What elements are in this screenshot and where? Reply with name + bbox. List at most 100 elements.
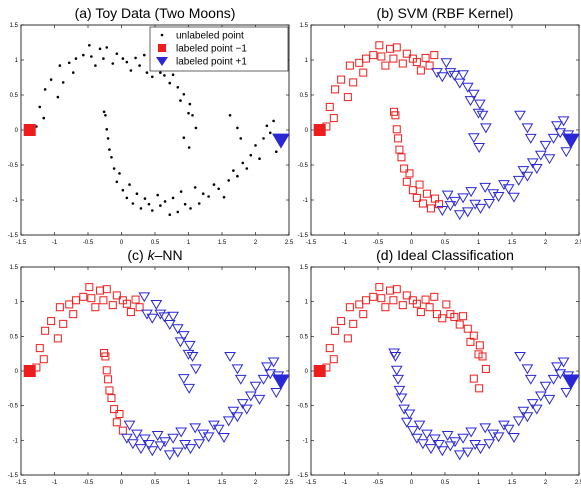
x-tick-label: 0.5 bbox=[441, 480, 450, 486]
data-point bbox=[53, 334, 62, 343]
data-point bbox=[167, 311, 179, 322]
x-tick-label: 2 bbox=[254, 240, 258, 246]
data-point bbox=[375, 283, 384, 292]
data-point bbox=[267, 357, 280, 368]
x-tick-label: 0 bbox=[120, 240, 124, 246]
y-tick-label: 0.5 bbox=[10, 334, 19, 340]
data-point bbox=[171, 324, 184, 335]
data-point bbox=[455, 320, 464, 329]
x-tick-label: 2 bbox=[544, 240, 548, 246]
data-point bbox=[398, 301, 407, 310]
labeled-point-pos bbox=[272, 374, 290, 390]
x-tick-label: 1 bbox=[477, 480, 481, 486]
data-point bbox=[389, 54, 398, 63]
data-point bbox=[35, 344, 44, 353]
data-point bbox=[94, 64, 97, 67]
data-point bbox=[135, 444, 147, 455]
data-point bbox=[430, 194, 439, 203]
data-point bbox=[74, 57, 78, 60]
data-point bbox=[121, 57, 125, 60]
data-point bbox=[125, 196, 129, 200]
data-point bbox=[104, 375, 113, 384]
data-point bbox=[521, 123, 534, 134]
x-tick-label: -0.5 bbox=[83, 240, 94, 246]
data-point bbox=[449, 196, 461, 207]
data-point bbox=[421, 295, 430, 304]
data-point bbox=[388, 348, 400, 359]
x-tick-label: 0 bbox=[410, 480, 414, 486]
data-point bbox=[425, 61, 434, 70]
data-point bbox=[115, 52, 119, 55]
data-point bbox=[465, 427, 478, 438]
y-tick-label: 1.5 bbox=[300, 265, 309, 271]
data-point bbox=[343, 93, 352, 102]
labeled-point-neg bbox=[313, 124, 326, 136]
data-point bbox=[331, 85, 340, 94]
data-point bbox=[441, 190, 454, 201]
data-point bbox=[521, 364, 534, 375]
data-point bbox=[120, 433, 133, 444]
data-point bbox=[412, 193, 421, 202]
data-point bbox=[159, 437, 171, 448]
x-tick-label: -1 bbox=[52, 480, 58, 486]
data-point bbox=[98, 47, 102, 51]
panel-title: (d) Ideal Classification bbox=[376, 247, 514, 263]
data-point bbox=[105, 128, 109, 131]
data-point bbox=[429, 434, 441, 445]
data-point bbox=[457, 193, 469, 204]
data-point bbox=[474, 350, 483, 359]
data-point bbox=[110, 405, 119, 414]
data-point bbox=[108, 301, 117, 310]
data-point bbox=[433, 439, 445, 450]
data-point bbox=[479, 123, 492, 134]
data-point bbox=[167, 433, 179, 444]
data-point bbox=[39, 355, 48, 364]
x-tick-label: -1 bbox=[52, 240, 58, 246]
data-point bbox=[390, 365, 403, 376]
data-point bbox=[426, 204, 435, 213]
data-point bbox=[465, 187, 478, 198]
panel-title: (a) Toy Data (Two Moons) bbox=[75, 5, 236, 21]
data-point bbox=[171, 73, 175, 76]
data-point bbox=[218, 433, 230, 444]
data-point bbox=[156, 193, 159, 197]
data-point bbox=[168, 81, 172, 85]
y-tick-label: 1.5 bbox=[300, 23, 309, 29]
data-point bbox=[349, 78, 358, 87]
data-point bbox=[457, 433, 469, 444]
data-point bbox=[438, 314, 447, 323]
data-point bbox=[179, 99, 182, 102]
data-point bbox=[43, 88, 47, 91]
data-point bbox=[55, 303, 64, 312]
data-point bbox=[412, 299, 421, 308]
panel-knn: (c) k–NN -1.5 -1 -0.5 0 0.5 1 1.5 2 2.5 1.5 1 0.5 0 -0… bbox=[8, 247, 294, 486]
data-point bbox=[135, 303, 144, 312]
data-point bbox=[90, 55, 93, 58]
data-point bbox=[134, 56, 137, 60]
x-tick-label: -1 bbox=[342, 240, 348, 246]
data-point bbox=[377, 52, 386, 61]
x-tick-label: -1.5 bbox=[16, 240, 27, 246]
data-point bbox=[186, 351, 199, 362]
data-point bbox=[440, 58, 453, 69]
y-tick-label: -1 bbox=[13, 198, 19, 204]
data-point bbox=[224, 351, 236, 362]
labeled-point-pos bbox=[562, 133, 580, 149]
panel-title: (b) SVM (RBF Kernel) bbox=[377, 5, 514, 21]
data-point bbox=[212, 424, 225, 435]
data-point bbox=[345, 303, 354, 312]
data-point bbox=[554, 128, 567, 139]
data-point bbox=[395, 145, 404, 154]
x-tick-label: 1 bbox=[187, 480, 191, 486]
data-point bbox=[464, 96, 477, 107]
data-point bbox=[524, 133, 537, 144]
data-point bbox=[142, 53, 146, 57]
x-tick-label: 1.5 bbox=[218, 480, 227, 486]
data-point bbox=[85, 283, 94, 292]
data-point bbox=[337, 75, 346, 84]
data-point bbox=[355, 300, 364, 309]
data-point bbox=[115, 180, 119, 184]
data-point bbox=[110, 156, 113, 159]
data-point bbox=[158, 312, 171, 323]
data-point bbox=[474, 444, 487, 455]
